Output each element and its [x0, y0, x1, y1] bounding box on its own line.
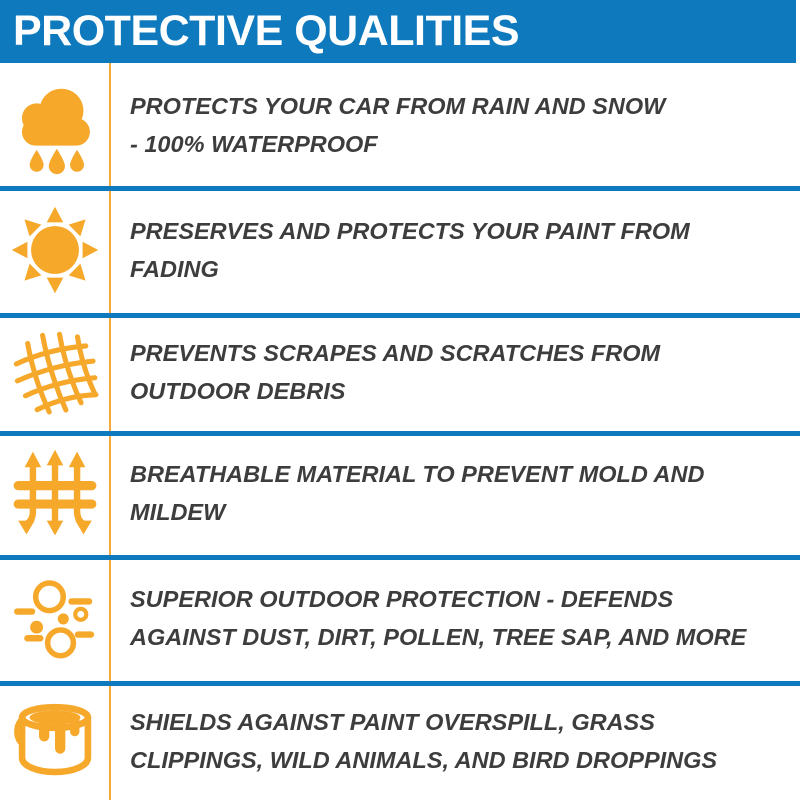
feature-line: - 100% WATERPROOF [130, 130, 378, 157]
feature-line: PREVENTS SCRAPES AND SCRATCHES FROM [130, 340, 661, 366]
row-divider [0, 431, 800, 436]
feature-row-outdoor-protection: SUPERIOR OUTDOOR PROTECTION - DEFENDS AG… [0, 555, 800, 681]
feature-text: PROTECTS YOUR CAR FROM RAIN AND SNOW - 1… [110, 87, 800, 163]
icon-cell [0, 326, 110, 418]
feature-row-shields: SHIELDS AGAINST PAINT OVERSPILL, GRASS C… [0, 681, 800, 800]
rain-cloud-icon [21, 88, 90, 175]
feature-line: OUTDOOR DEBRIS [130, 378, 346, 404]
icon-cell [0, 74, 110, 175]
feature-line: FADING [130, 255, 219, 282]
breathable-arrows-icon [13, 449, 97, 536]
feature-row-fade-protection: PRESERVES AND PROTECTS YOUR PAINT FROM F… [0, 186, 800, 313]
row-divider [0, 313, 800, 318]
feature-line: MILDEW [130, 499, 226, 525]
paint-bucket-icon [14, 703, 92, 775]
feature-rows: PROTECTS YOUR CAR FROM RAIN AND SNOW - 1… [0, 63, 800, 800]
feature-line: PROTECTS YOUR CAR FROM RAIN AND SNOW [130, 92, 666, 119]
row-divider [0, 555, 800, 560]
page-title: PROTECTIVE QUALITIES [13, 7, 520, 55]
feature-line: PRESERVES AND PROTECTS YOUR PAINT FROM [130, 217, 690, 244]
feature-row-scratch-prevention: PREVENTS SCRAPES AND SCRATCHES FROM OUTD… [0, 313, 800, 431]
feature-line: AGAINST DUST, DIRT, POLLEN, TREE SAP, AN… [130, 624, 747, 650]
feature-line: BREATHABLE MATERIAL TO PREVENT MOLD AND [130, 461, 705, 487]
icon-cell [0, 447, 110, 539]
header-bar: PROTECTIVE QUALITIES [0, 0, 796, 63]
icon-cell [0, 204, 110, 296]
feature-text: BREATHABLE MATERIAL TO PREVENT MOLD AND … [110, 455, 800, 531]
feature-row-breathable: BREATHABLE MATERIAL TO PREVENT MOLD AND … [0, 431, 800, 555]
feature-text: PRESERVES AND PROTECTS YOUR PAINT FROM F… [110, 212, 800, 288]
icon-cell [0, 694, 110, 788]
net-icon [13, 331, 99, 415]
feature-text: SHIELDS AGAINST PAINT OVERSPILL, GRASS C… [110, 703, 800, 779]
row-divider [0, 186, 800, 191]
sun-icon [11, 206, 99, 293]
row-divider [0, 681, 800, 686]
dust-particles-icon [14, 580, 95, 659]
feature-text: SUPERIOR OUTDOOR PROTECTION - DEFENDS AG… [110, 580, 800, 656]
feature-line: SUPERIOR OUTDOOR PROTECTION - DEFENDS [130, 586, 674, 612]
feature-line: SHIELDS AGAINST PAINT OVERSPILL, GRASS [130, 708, 655, 735]
icon-cell [0, 572, 110, 664]
feature-text: PREVENTS SCRAPES AND SCRATCHES FROM OUTD… [110, 334, 800, 410]
feature-line: CLIPPINGS, WILD ANIMALS, AND BIRD DROPPI… [130, 746, 718, 773]
feature-row-waterproof: PROTECTS YOUR CAR FROM RAIN AND SNOW - 1… [0, 63, 800, 186]
